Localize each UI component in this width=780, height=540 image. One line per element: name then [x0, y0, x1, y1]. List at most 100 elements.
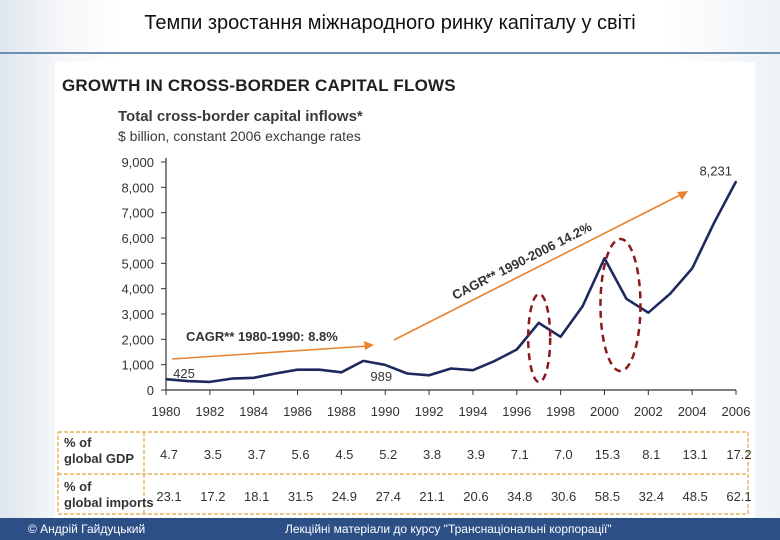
data-table-border — [57, 431, 749, 515]
footer-author: © Андрій Гайдуцький — [28, 522, 146, 536]
table-cell-imports: 32.4 — [639, 489, 664, 504]
y-tick-label: 8,000 — [121, 180, 154, 195]
highlight-ellipse-2000 — [599, 237, 642, 373]
x-tick-label: 2006 — [722, 404, 751, 419]
chart-subtitle: Total cross-border capital inflows* — [118, 108, 363, 125]
data-point — [274, 372, 277, 375]
table-cell-gdp: 4.5 — [335, 447, 353, 462]
cagr-label-1980-1990: CAGR** 1980-1990: 8.8% — [186, 329, 338, 344]
table-cell-gdp: 3.9 — [467, 447, 485, 462]
data-point — [625, 298, 628, 300]
y-tick-label: 1,000 — [121, 358, 154, 373]
data-point — [362, 360, 365, 362]
y-tick-label: 4,000 — [121, 282, 154, 297]
cagr-arrow-1980-1990 — [171, 345, 369, 360]
table-cell-imports: 18.1 — [244, 489, 269, 504]
table-cell-gdp: 7.0 — [555, 447, 573, 462]
data-point — [537, 322, 540, 324]
data-point — [406, 372, 408, 375]
y-tick-label: 6,000 — [121, 231, 154, 246]
x-tick-label: 1990 — [371, 404, 400, 419]
data-point — [428, 374, 430, 377]
table-row-label-gdp-line2: global GDP — [64, 451, 134, 466]
y-tick-label: 0 — [147, 383, 154, 398]
point-label: 8,231 — [699, 163, 732, 178]
title-divider — [0, 52, 780, 54]
point-label: 425 — [173, 366, 195, 381]
data-point — [296, 368, 299, 371]
x-tick-label: 1982 — [195, 404, 224, 419]
table-cell-gdp: 13.1 — [682, 447, 707, 462]
table-cell-imports: 20.6 — [463, 489, 488, 504]
table-cell-gdp: 3.5 — [204, 447, 222, 462]
table-cell-imports: 31.5 — [288, 489, 313, 504]
data-point — [187, 380, 189, 382]
y-tick-label: 9,000 — [121, 155, 154, 170]
footer-bar: © Андрій Гайдуцький Лекційні матеріали д… — [0, 518, 780, 540]
table-cell-gdp: 7.1 — [511, 447, 529, 462]
table-cell-gdp: 15.3 — [595, 447, 620, 462]
data-point — [384, 364, 387, 366]
table-row-label-gdp-line1: % of — [64, 435, 92, 450]
data-point — [581, 305, 584, 308]
data-point — [735, 180, 737, 183]
point-label: 989 — [370, 369, 392, 384]
data-point — [318, 368, 321, 371]
cagr-arrow-1990-2006 — [393, 193, 683, 341]
table-cell-gdp: 17.2 — [726, 447, 751, 462]
data-point — [494, 360, 496, 362]
table-cell-imports: 23.1 — [156, 489, 181, 504]
data-point — [691, 267, 693, 270]
table-cell-imports: 62.1 — [726, 489, 751, 504]
data-point — [472, 369, 474, 372]
x-tick-label: 1980 — [152, 404, 181, 419]
footer-course: Лекційні матеріали до курсу "Транснаціон… — [285, 522, 612, 536]
cagr-arrowhead-1980-1990 — [364, 341, 374, 350]
data-point — [165, 378, 167, 381]
table-cell-imports: 17.2 — [200, 489, 225, 504]
table-cell-gdp: 4.7 — [160, 447, 178, 462]
table-cell-imports: 21.1 — [419, 489, 444, 504]
cagr-arrowhead-1990-2006 — [677, 191, 688, 200]
table-cell-imports: 58.5 — [595, 489, 620, 504]
data-point — [669, 292, 672, 295]
table-cell-imports: 27.4 — [376, 489, 401, 504]
table-cell-imports: 24.9 — [332, 489, 357, 504]
chart-units: $ billion, constant 2006 exchange rates — [118, 128, 361, 144]
data-point — [713, 222, 715, 224]
x-tick-label: 1984 — [239, 404, 268, 419]
table-cell-gdp: 8.1 — [642, 447, 660, 462]
table-cell-gdp: 5.2 — [379, 447, 397, 462]
data-point — [230, 377, 233, 380]
series-line — [165, 180, 738, 384]
table-cell-gdp: 3.8 — [423, 447, 441, 462]
cagr-label-1990-2006: CAGR** 1990-2006 14.2% — [450, 219, 595, 303]
data-point — [252, 377, 255, 379]
data-point — [209, 381, 211, 383]
x-tick-label: 2002 — [634, 404, 663, 419]
chart-title: GROWTH IN CROSS-BORDER CAPITAL FLOWS — [62, 76, 456, 95]
x-tick-label: 1992 — [415, 404, 444, 419]
data-point — [515, 348, 518, 351]
table-cell-imports: 48.5 — [682, 489, 707, 504]
table-row-label-imports-line2: global imports — [64, 495, 154, 510]
y-tick-label: 5,000 — [121, 256, 154, 271]
table-cell-imports: 30.6 — [551, 489, 576, 504]
data-point — [450, 367, 452, 370]
data-point — [559, 336, 562, 338]
table-row-label-imports-line1: % of — [64, 479, 92, 494]
x-tick-label: 2004 — [678, 404, 707, 419]
x-tick-label: 1988 — [327, 404, 356, 419]
table-cell-imports: 34.8 — [507, 489, 532, 504]
y-tick-label: 2,000 — [121, 332, 154, 347]
data-point — [647, 311, 650, 314]
data-point — [603, 257, 606, 260]
highlight-ellipse-1997 — [526, 292, 552, 384]
x-tick-label: 2000 — [590, 404, 619, 419]
chart-panel — [55, 62, 755, 524]
table-cell-gdp: 3.7 — [248, 447, 266, 462]
x-tick-label: 1994 — [458, 404, 487, 419]
y-tick-label: 3,000 — [121, 307, 154, 322]
data-point — [340, 371, 343, 374]
